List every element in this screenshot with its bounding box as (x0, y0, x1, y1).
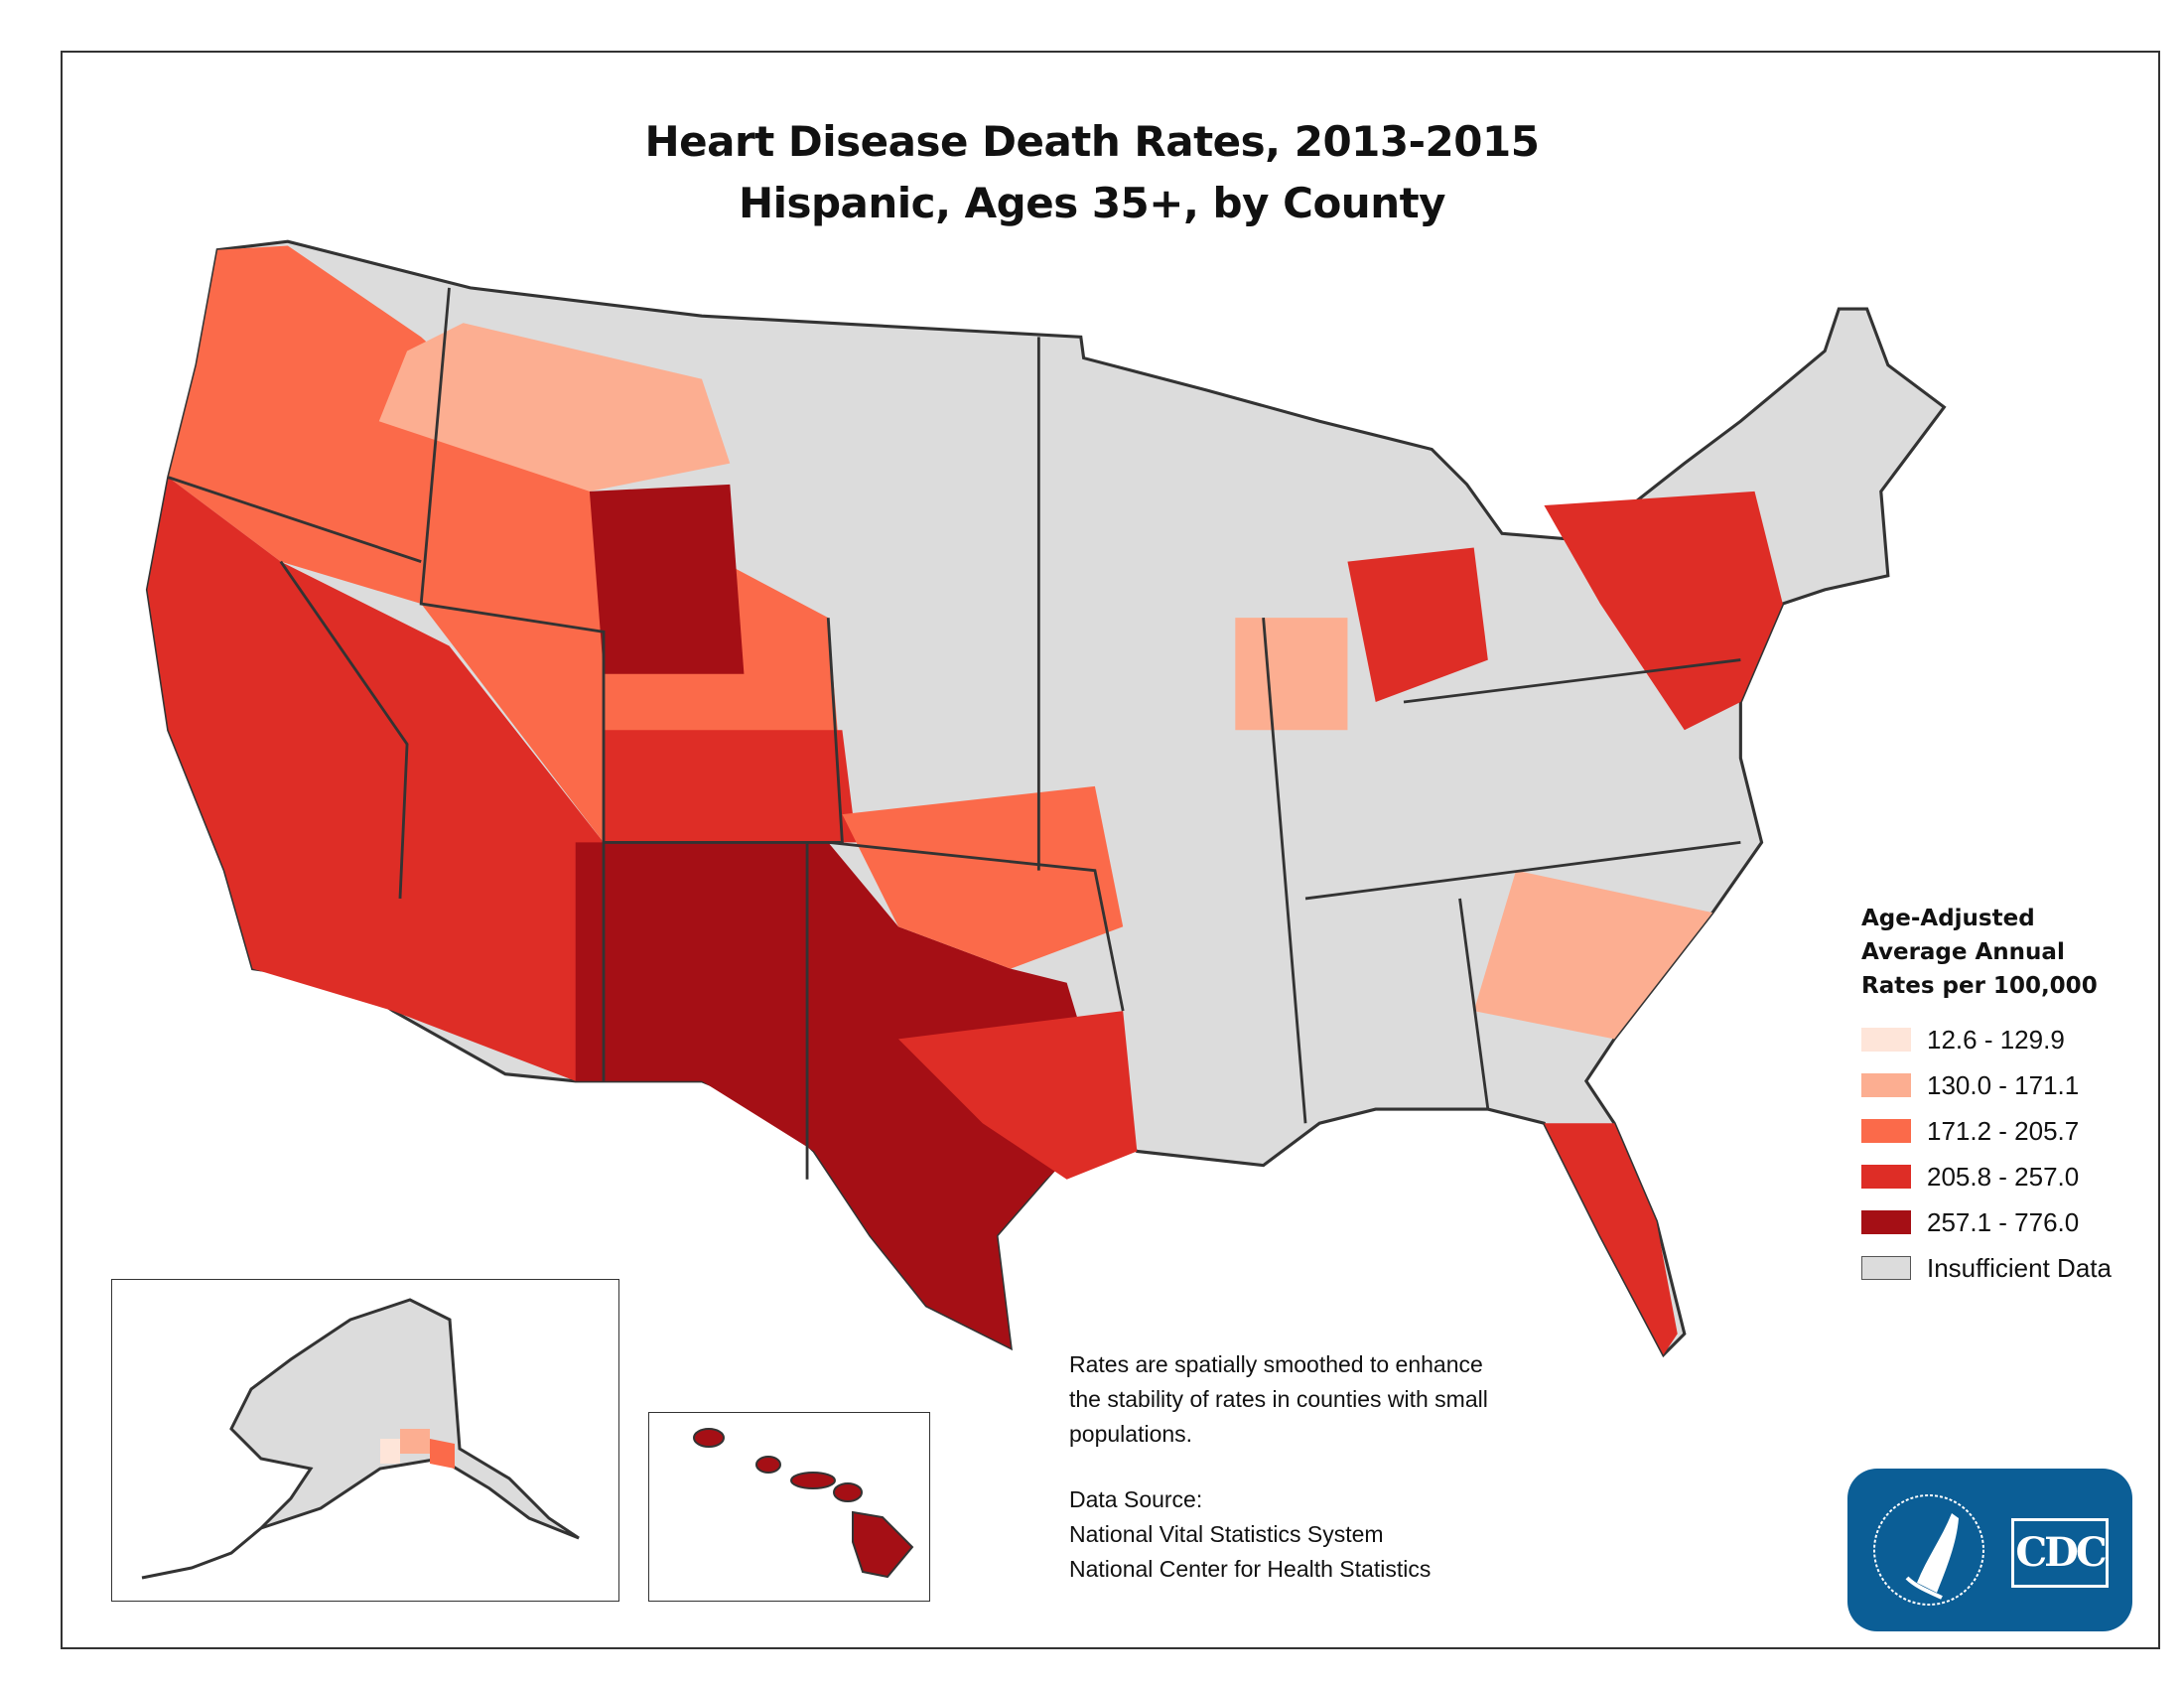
region-wyoming-dark (589, 484, 745, 674)
legend-label: 205.8 - 257.0 (1927, 1161, 2080, 1192)
legend-swatch (1861, 1165, 1911, 1189)
region-midwest-light (1235, 618, 1348, 731)
legend-swatch (1861, 1073, 1911, 1097)
source-line: National Vital Statistics System (1069, 1521, 1384, 1547)
state-boundaries (168, 287, 1741, 1180)
legend-item: Insufficient Data (1861, 1245, 2112, 1291)
alaska-inset (111, 1279, 619, 1602)
region-florida-red (1544, 1123, 1678, 1355)
legend-swatch (1861, 1210, 1911, 1234)
region-southwest-red (147, 477, 605, 1081)
legend-label: 257.1 - 776.0 (1927, 1206, 2080, 1237)
source-line: National Center for Health Statistics (1069, 1556, 1432, 1582)
map-title: Heart Disease Death Rates, 2013-2015 (644, 117, 1540, 166)
note-line: populations. (1069, 1421, 1193, 1447)
hhs-seal-icon (1873, 1494, 1984, 1606)
legend-title-line: Age-Adjusted (1861, 906, 2035, 931)
region-east-texas-red (897, 1011, 1138, 1180)
legend-label: 12.6 - 129.9 (1927, 1024, 2065, 1055)
legend-item: 12.6 - 129.9 (1861, 1017, 2112, 1062)
region-northwest-light (378, 323, 731, 492)
legend-title-line: Average Annual (1861, 939, 2065, 965)
legend-label: Insufficient Data (1927, 1252, 2112, 1283)
data-source: Data Source: National Vital Statistics S… (1069, 1482, 1431, 1587)
legend-title-line: Rates per 100,000 (1861, 973, 2098, 999)
source-heading: Data Source: (1069, 1486, 1203, 1512)
region-plains-orange (842, 785, 1124, 969)
legend-item: 205.8 - 257.0 (1861, 1154, 2112, 1199)
alaska-map (141, 1298, 580, 1580)
cdc-wordmark: CDC (2011, 1518, 2109, 1588)
legend-label: 130.0 - 171.1 (1927, 1069, 2080, 1100)
note-line: Rates are spatially smoothed to enhance (1069, 1351, 1483, 1377)
region-michigan-red (1347, 547, 1488, 702)
legend-swatch (1861, 1028, 1911, 1052)
map-subtitle: Hispanic, Ages 35+, by County (738, 179, 1446, 227)
region-colorado-red (604, 730, 857, 843)
hawaii-inset (648, 1412, 930, 1602)
legend-item: 130.0 - 171.1 (1861, 1062, 2112, 1108)
legend-swatch (1861, 1119, 1911, 1143)
smoothing-note: Rates are spatially smoothed to enhance … (1069, 1347, 1488, 1452)
legend: Age-Adjusted Average Annual Rates per 10… (1861, 902, 2112, 1291)
cdc-logo: CDC (1847, 1469, 2132, 1631)
hawaii-map (693, 1428, 914, 1579)
legend-label: 171.2 - 205.7 (1927, 1115, 2080, 1146)
region-texas-dark (575, 842, 1110, 1348)
region-southeast-light (1473, 870, 1713, 1040)
legend-swatch (1861, 1256, 1911, 1280)
legend-item: 257.1 - 776.0 (1861, 1199, 2112, 1245)
map-frame (61, 51, 2160, 1649)
note-line: the stability of rates in counties with … (1069, 1386, 1488, 1412)
legend-item: 171.2 - 205.7 (1861, 1108, 2112, 1154)
region-northeast-red (1544, 491, 1783, 731)
region-west-orange (168, 245, 843, 843)
